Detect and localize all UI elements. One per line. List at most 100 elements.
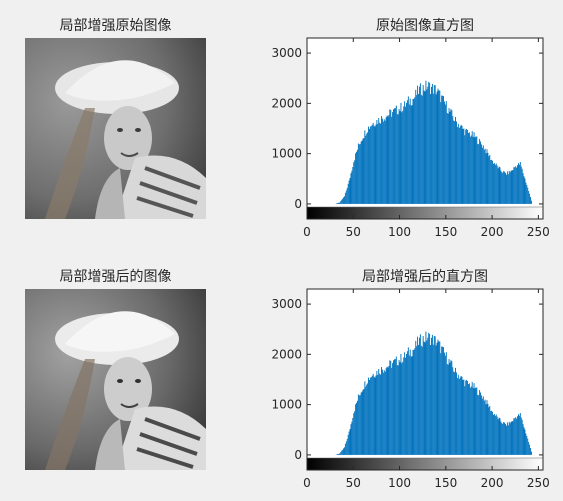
histogram-bar (355, 153, 356, 204)
histogram-bar (483, 396, 484, 455)
histogram-bar (367, 132, 368, 204)
histogram-bar (481, 395, 482, 455)
histogram-bar (450, 360, 451, 455)
x-tick-label: 250 (527, 225, 550, 239)
histogram-bar (531, 452, 532, 455)
histogram-bar (388, 115, 389, 204)
histogram-bar (456, 372, 457, 454)
histogram-bar (458, 375, 459, 455)
histogram-bar (455, 368, 456, 455)
histogram-bar (369, 380, 370, 455)
histogram-bar (434, 85, 435, 204)
histogram-bar (392, 112, 393, 204)
histogram-bar (368, 378, 369, 455)
histogram-bar (486, 404, 487, 455)
histogram-bar (385, 121, 386, 204)
histogram-bar (423, 336, 424, 455)
histogram-bar (425, 332, 426, 455)
histogram-bar (468, 133, 469, 204)
histogram-bar (495, 416, 496, 455)
histogram-bar (413, 99, 414, 204)
histogram-bar (483, 145, 484, 204)
histogram-bar (460, 377, 461, 454)
histogram-bar (492, 412, 493, 455)
histogram-bar (461, 376, 462, 455)
histogram-bar (471, 386, 472, 454)
histogram-bar (518, 414, 519, 455)
histogram-bar (340, 201, 341, 204)
histogram-bar (442, 347, 443, 455)
histogram-bar (450, 112, 451, 204)
histogram-bar (500, 167, 501, 204)
histogram-bar (525, 433, 526, 454)
histogram-bar (345, 193, 346, 204)
histogram-bar (515, 417, 516, 455)
histogram-bar (376, 371, 377, 455)
histogram-bar (354, 411, 355, 455)
histogram-bar (364, 381, 365, 455)
histogram-bar (470, 137, 471, 204)
histogram-bar (513, 167, 514, 204)
histogram-bar (530, 448, 531, 455)
histogram-bar (342, 199, 343, 204)
histogram-bar (390, 361, 391, 455)
histogram-bar (509, 171, 510, 204)
histogram-bar (531, 201, 532, 204)
histogram-bar (363, 390, 364, 455)
histogram-bar (363, 139, 364, 204)
histogram-bar (389, 109, 390, 204)
histogram-bar (491, 411, 492, 455)
histogram-bar (395, 359, 396, 455)
histogram-bar (432, 335, 433, 455)
histogram-bar (400, 103, 401, 204)
histogram-bar (404, 352, 405, 455)
histogram-bar (343, 448, 344, 455)
histogram-bar (495, 165, 496, 204)
histogram-bar (401, 112, 402, 204)
x-tick-label: 150 (434, 476, 457, 490)
histogram-bar (397, 365, 398, 455)
histogram-bar (450, 109, 451, 204)
y-tick-label: 1000 (271, 398, 302, 412)
histogram-bar (523, 424, 524, 455)
histogram-bar (514, 418, 515, 455)
histogram-bar (524, 176, 525, 204)
histogram-bar (423, 85, 424, 204)
histogram-bar (461, 125, 462, 204)
x-tick-label: 200 (481, 476, 504, 490)
histogram-bar (496, 163, 497, 203)
histogram-bar (346, 190, 347, 203)
histogram-bar (488, 407, 489, 455)
histogram-bar (512, 421, 513, 455)
histogram-bar (365, 136, 366, 204)
histogram-bar (388, 366, 389, 455)
histogram-bar (408, 347, 409, 455)
histogram-bar (371, 126, 372, 204)
histogram-bar (408, 96, 409, 204)
histogram-bar (396, 106, 397, 204)
histogram-bar (489, 406, 490, 455)
histogram-bar (442, 96, 443, 204)
histogram-bar (484, 150, 485, 204)
histogram-bar (421, 95, 422, 204)
histogram-bar (391, 368, 392, 455)
histogram-bar (493, 415, 494, 455)
histogram-bar (355, 404, 356, 455)
histogram-bar (379, 374, 380, 455)
histogram-bar (351, 422, 352, 455)
histogram-bar (448, 114, 449, 204)
histogram-bar (488, 156, 489, 204)
y-tick-label: 0 (294, 197, 302, 211)
histogram-bar (472, 382, 473, 455)
histogram-bar (394, 108, 395, 204)
histogram-bar (464, 135, 465, 204)
histogram-bar (512, 421, 513, 455)
histogram-bar (505, 173, 506, 204)
histogram-bar (443, 347, 444, 455)
histogram-bar (473, 137, 474, 204)
histogram-bar (437, 89, 438, 204)
histogram-bar (410, 350, 411, 455)
histogram-bar (387, 367, 388, 455)
histogram-bar (399, 109, 400, 204)
histogram-bar (341, 200, 342, 204)
